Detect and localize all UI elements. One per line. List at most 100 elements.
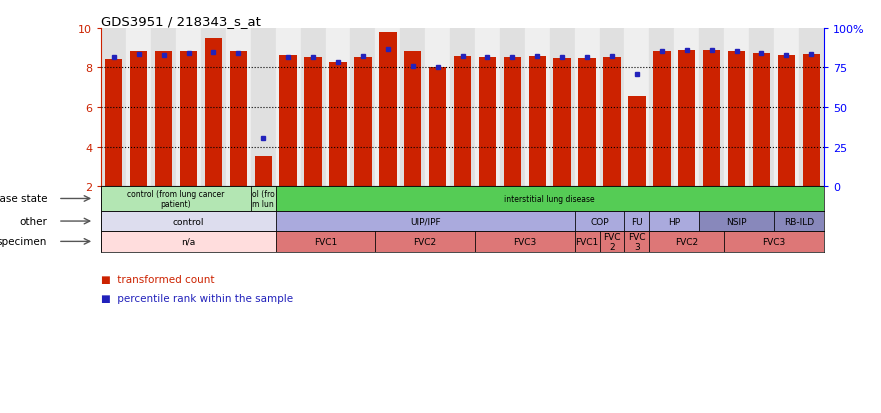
Bar [325,29,351,187]
Bar [799,29,824,187]
Bar [276,29,300,187]
Bar [176,29,201,187]
Text: NSIP: NSIP [726,217,747,226]
Text: control: control [173,217,204,226]
Bar [251,187,276,211]
Bar [728,52,745,187]
Bar [649,232,724,252]
Bar [276,211,574,232]
Bar [504,57,521,187]
Text: FVC
2: FVC 2 [603,232,621,252]
Bar [351,29,375,187]
Text: ■  percentile rank within the sample: ■ percentile rank within the sample [101,293,293,303]
Bar [329,62,347,187]
Bar [130,52,147,187]
Bar [304,57,322,187]
Bar [625,211,649,232]
Bar [700,29,724,187]
Text: interstitial lung disease: interstitial lung disease [505,195,595,204]
Text: FVC3: FVC3 [762,237,786,246]
Bar [300,29,325,187]
Bar [101,211,276,232]
Bar [426,29,450,187]
Bar [404,52,421,187]
Bar [152,29,176,187]
Bar [703,50,721,187]
Text: RB-ILD: RB-ILD [784,217,814,226]
Bar [625,29,649,187]
Bar [578,59,596,187]
Text: FU: FU [631,217,643,226]
Text: FVC
3: FVC 3 [628,232,646,252]
Bar [375,232,475,252]
Bar [429,67,447,187]
Text: disease state: disease state [0,194,47,204]
Bar [354,57,372,187]
Bar [450,29,475,187]
Bar [752,54,770,187]
Text: other: other [19,216,47,226]
Bar [155,52,173,187]
Bar [126,29,152,187]
Bar [674,29,700,187]
Text: UIP/IPF: UIP/IPF [410,217,440,226]
Bar [625,232,649,252]
Text: control (from lung cancer
patient): control (from lung cancer patient) [128,189,225,209]
Bar [724,29,749,187]
Bar [653,52,670,187]
Bar [778,55,795,187]
Bar [525,29,550,187]
Bar [101,29,126,187]
Bar [101,187,251,211]
Bar [574,29,600,187]
Bar [180,52,197,187]
Text: FVC1: FVC1 [575,237,599,246]
Bar [628,97,646,187]
Bar [574,211,625,232]
Text: FVC1: FVC1 [314,237,337,246]
Bar [774,29,799,187]
Bar [105,59,122,187]
Bar [600,232,625,252]
Bar [400,29,426,187]
Text: HP: HP [668,217,680,226]
Text: GDS3951 / 218343_s_at: GDS3951 / 218343_s_at [101,15,261,28]
Bar [379,33,396,187]
Bar [724,232,824,252]
Bar [255,157,272,187]
Text: FVC3: FVC3 [513,237,537,246]
Bar [276,187,824,211]
Bar [500,29,525,187]
Text: FVC2: FVC2 [675,237,699,246]
Bar [774,211,824,232]
Text: specimen: specimen [0,237,47,247]
Bar [803,55,820,187]
Bar [529,57,546,187]
Bar [553,59,571,187]
Bar [700,211,774,232]
Bar [454,57,471,187]
Bar [603,57,621,187]
Bar [475,232,574,252]
Bar [475,29,500,187]
Bar [678,50,695,187]
Bar [226,29,251,187]
Bar [201,29,226,187]
Text: contr
ol (fro
m lun
g trans: contr ol (fro m lun g trans [249,179,277,219]
Bar [276,232,375,252]
Bar [375,29,400,187]
Text: FVC2: FVC2 [413,237,437,246]
Bar [600,29,625,187]
Bar [749,29,774,187]
Bar [230,52,247,187]
Text: COP: COP [590,217,609,226]
Bar [204,39,222,187]
Text: n/a: n/a [181,237,196,246]
Bar [251,29,276,187]
Bar [101,232,276,252]
Bar [574,232,600,252]
Bar [279,55,297,187]
Text: ■  transformed count: ■ transformed count [101,275,215,285]
Bar [649,211,700,232]
Bar [649,29,674,187]
